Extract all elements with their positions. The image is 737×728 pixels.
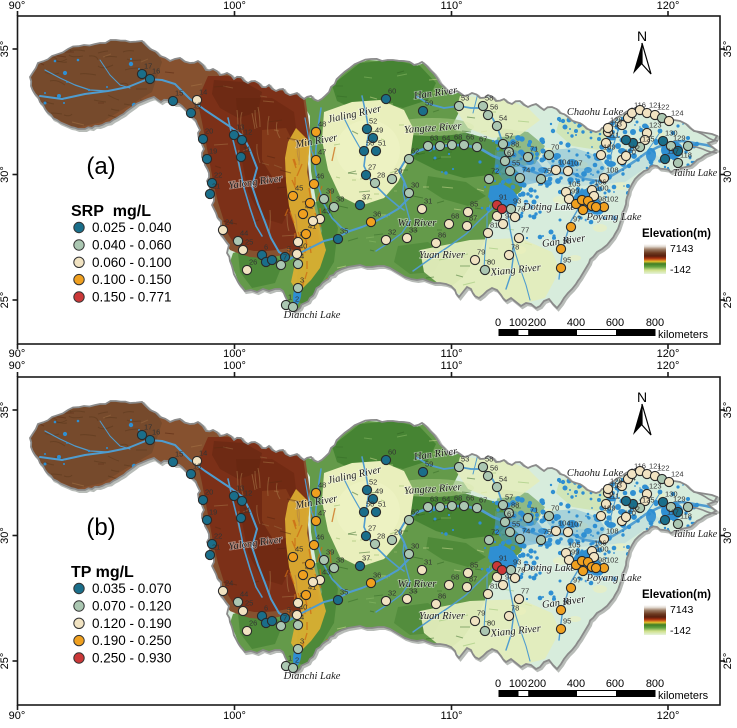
svg-text:TP mg/L: TP mg/L bbox=[71, 564, 134, 581]
svg-text:110°: 110° bbox=[441, 360, 463, 372]
svg-text:0.025 - 0.040: 0.025 - 0.040 bbox=[92, 220, 172, 235]
svg-text:120°: 120° bbox=[657, 348, 680, 360]
svg-text:120°: 120° bbox=[657, 360, 680, 372]
svg-text:35°: 35° bbox=[722, 402, 734, 419]
svg-text:25°: 25° bbox=[0, 292, 11, 309]
svg-text:0.040 - 0.060: 0.040 - 0.060 bbox=[92, 238, 172, 253]
svg-text:35°: 35° bbox=[722, 41, 734, 58]
svg-text:30°: 30° bbox=[722, 166, 734, 183]
svg-text:100°: 100° bbox=[223, 0, 246, 12]
svg-text:100°: 100° bbox=[223, 710, 246, 722]
svg-text:0.250 - 0.930: 0.250 - 0.930 bbox=[92, 651, 172, 666]
svg-text:25°: 25° bbox=[722, 653, 734, 670]
svg-text:0.035 - 0.070: 0.035 - 0.070 bbox=[92, 581, 172, 596]
svg-text:110°: 110° bbox=[441, 710, 463, 722]
svg-text:30°: 30° bbox=[0, 166, 11, 183]
svg-text:SRP mg/L: SRP mg/L bbox=[71, 203, 151, 220]
svg-text:90°: 90° bbox=[9, 710, 26, 722]
svg-text:0.120 - 0.190: 0.120 - 0.190 bbox=[92, 616, 172, 631]
svg-text:(a): (a) bbox=[86, 153, 115, 180]
svg-text:(b): (b) bbox=[86, 514, 115, 541]
svg-text:110°: 110° bbox=[441, 348, 463, 360]
svg-text:35°: 35° bbox=[0, 402, 11, 419]
svg-text:90°: 90° bbox=[9, 360, 26, 372]
svg-text:120°: 120° bbox=[657, 0, 680, 12]
svg-text:25°: 25° bbox=[722, 292, 734, 309]
svg-text:110°: 110° bbox=[441, 0, 463, 12]
svg-text:100°: 100° bbox=[223, 360, 246, 372]
svg-text:0.060 - 0.100: 0.060 - 0.100 bbox=[92, 255, 172, 270]
svg-text:90°: 90° bbox=[9, 348, 26, 360]
svg-text:0.190 - 0.250: 0.190 - 0.250 bbox=[92, 633, 172, 648]
svg-text:30°: 30° bbox=[0, 527, 11, 544]
svg-text:0.100 - 0.150: 0.100 - 0.150 bbox=[92, 272, 172, 287]
svg-text:0.070 - 0.120: 0.070 - 0.120 bbox=[92, 599, 172, 614]
svg-text:30°: 30° bbox=[722, 527, 734, 544]
svg-text:120°: 120° bbox=[657, 710, 680, 722]
svg-text:100°: 100° bbox=[223, 348, 246, 360]
svg-text:90°: 90° bbox=[9, 0, 26, 12]
svg-text:35°: 35° bbox=[0, 41, 11, 58]
svg-text:25°: 25° bbox=[0, 653, 11, 670]
svg-text:0.150 - 0.771: 0.150 - 0.771 bbox=[92, 290, 172, 305]
